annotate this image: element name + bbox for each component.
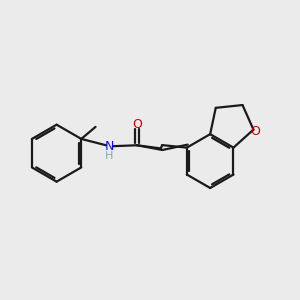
Text: H: H	[105, 151, 113, 161]
Text: O: O	[132, 118, 142, 130]
Text: N: N	[104, 140, 114, 153]
Text: O: O	[250, 125, 260, 138]
